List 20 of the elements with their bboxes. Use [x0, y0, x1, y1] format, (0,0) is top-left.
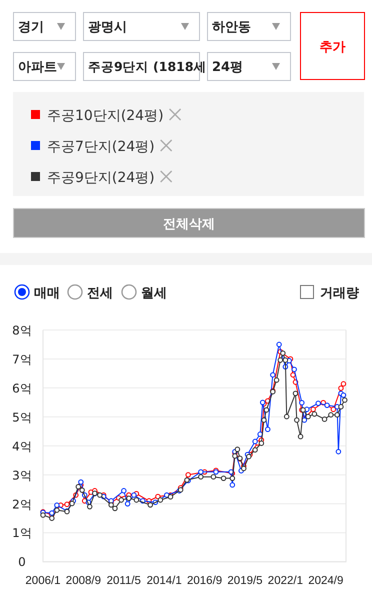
y-tick-label: 7억	[12, 352, 32, 366]
x-tick-label: 2008/9	[66, 575, 101, 587]
y-tick-label: 0	[18, 555, 26, 570]
legend-label: 주공9단지(24평)	[47, 170, 155, 186]
y-tick-label: 3억	[12, 468, 32, 482]
y-tick-label: 4억	[12, 439, 32, 454]
y-tick-label: 6억	[12, 381, 32, 396]
y-tick-label: 5억	[12, 410, 32, 424]
x-tick-label: 2006/1	[25, 575, 61, 587]
x-tick-label: 2019/5	[227, 575, 263, 587]
y-tick-label: 1억	[12, 526, 32, 540]
x-tick-label: 2022/1	[268, 575, 303, 587]
legend-label: 주공10단지(24평)	[47, 108, 164, 124]
x-tick-label: 2011/5	[106, 575, 141, 587]
legend-label: 주공7단지(24평)	[47, 139, 155, 155]
y-tick-label: 2억	[12, 497, 32, 512]
x-tick-label: 2016/9	[187, 575, 222, 587]
x-tick-label: 2014/1	[146, 575, 182, 587]
x-tick-label: 2024/9	[308, 575, 344, 587]
y-tick-label: 8억	[12, 324, 32, 338]
